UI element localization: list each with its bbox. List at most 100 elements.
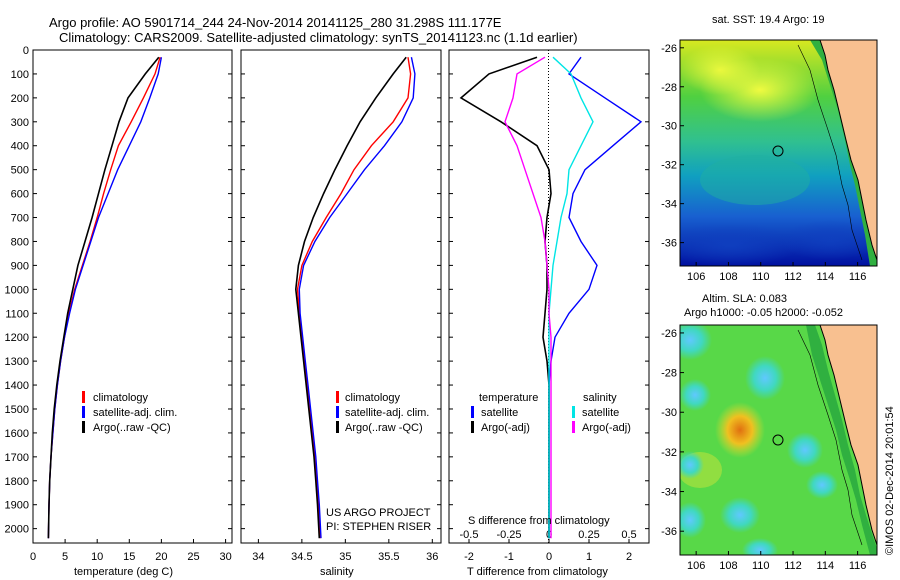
temperature-xlabel: temperature (deg C) — [74, 566, 173, 578]
sla-coastal-strip — [806, 325, 877, 555]
difference-panel: -2 -1 0 1 2-0.5 -0.25 0 0.25 0.5 temperature sal… — [448, 49, 650, 578]
s-tick-label: 0.5 — [621, 529, 636, 541]
x-tick-label: 0 — [30, 551, 36, 563]
x-tick-label: 35.5 — [378, 551, 399, 563]
map-x-tick-label: 110 — [752, 560, 770, 572]
legend-label-satellite: satellite-adj. clim. — [93, 407, 177, 419]
y-tick-label: 1900 — [5, 500, 29, 512]
map-x-tick-label: 114 — [817, 560, 835, 572]
coastline — [819, 325, 877, 546]
x-tick-label: 36 — [426, 551, 438, 563]
y-tick-label: 1400 — [5, 380, 29, 392]
map-y-tick-label: -30 — [661, 407, 677, 419]
legend-label-s-argo: Argo(-adj) — [582, 422, 631, 434]
map-y-tick-label: -34 — [661, 487, 677, 499]
legend-label-t-argo: Argo(-adj) — [481, 422, 530, 434]
x-tick-label: 35 — [339, 551, 351, 563]
y-tick-label: 700 — [11, 213, 29, 225]
y-tick-label: 1600 — [5, 428, 29, 440]
map-x-tick-label: 108 — [719, 560, 737, 572]
y-tick-label: 600 — [11, 189, 29, 201]
x-tick-label: -1 — [504, 551, 514, 563]
map-y-tick-label: -28 — [661, 82, 677, 94]
legend-label-t-satellite: satellite — [481, 407, 518, 419]
legend-swatch-s-argo — [572, 421, 575, 433]
difference-legend: temperature salinity satellite Argo(-adj… — [471, 392, 631, 434]
x-tick-label: 25 — [187, 551, 199, 563]
map-y-tick-label: -36 — [661, 238, 677, 250]
legend-swatch-climatology — [82, 391, 85, 403]
sst-field — [680, 40, 877, 266]
y-tick-label: 1300 — [5, 356, 29, 368]
figure-title-line2: Climatology: CARS2009. Satellite-adjuste… — [59, 30, 578, 45]
y-tick-label: 500 — [11, 165, 29, 177]
legend-label-s-satellite: satellite — [582, 407, 619, 419]
y-tick-label: 1500 — [5, 404, 29, 416]
pi-annotation: PI: STEPHEN RISER — [326, 521, 431, 533]
s-tick-label: -0.25 — [496, 529, 521, 541]
y-tick-label: 0 — [23, 45, 29, 57]
s-tick-label: -0.5 — [460, 529, 479, 541]
map-x-tick-label: 108 — [719, 271, 737, 283]
sla-map-panel: Altim. SLA: 0.083 Argo h1000: -0.05 h200… — [661, 293, 878, 572]
legend-swatch-argo — [82, 421, 85, 433]
map-y-tick-label: -26 — [661, 43, 677, 55]
x-tick-label: 34 — [252, 551, 264, 563]
y-tick-label: 2000 — [5, 524, 29, 536]
series-line-salinity-satellite — [548, 56, 594, 539]
y-tick-label: 400 — [11, 141, 29, 153]
x-tick-label: 10 — [91, 551, 103, 563]
map-x-tick-label: 106 — [687, 560, 705, 572]
argo-position-marker — [772, 145, 784, 157]
map-y-tick-label: -26 — [661, 328, 677, 340]
map-y-tick-label: -30 — [661, 121, 677, 133]
legend-label-argo: Argo(..raw -QC) — [345, 422, 423, 434]
series-line-salinity-argo-adj- — [504, 56, 552, 539]
sst-map-title: sat. SST: 19.4 Argo: 19 — [712, 14, 825, 26]
series-line-argo-raw-qc- — [294, 56, 407, 539]
x-tick-label: 1 — [586, 551, 592, 563]
legend-label-argo: Argo(..raw -QC) — [93, 422, 171, 434]
legend-swatch-t-satellite — [471, 406, 474, 418]
map-x-tick-label: 116 — [849, 560, 867, 572]
coastline — [819, 40, 877, 261]
x-tick-label: -2 — [464, 551, 474, 563]
legend-swatch-t-argo — [471, 421, 474, 433]
x-tick-label: 34.5 — [291, 551, 312, 563]
legend-swatch-climatology — [336, 391, 339, 403]
x-tick-label: 20 — [155, 551, 167, 563]
y-tick-label: 1000 — [5, 284, 29, 296]
imos-timestamp: ©IMOS 02-Dec-2014 20:01:54 — [884, 406, 896, 555]
sst-map-panel: sat. SST: 19.4 Argo: 19 106 108 110 112 114 1… — [661, 14, 878, 283]
x-tick-label: 0 — [546, 551, 552, 563]
isobath-line — [797, 329, 863, 546]
y-tick-label: 800 — [11, 236, 29, 248]
sla-map-frame — [679, 324, 878, 556]
map-y-tick-label: -28 — [661, 368, 677, 380]
map-y-tick-label: -36 — [661, 526, 677, 538]
t-difference-xlabel: T difference from climatology — [467, 566, 608, 578]
y-tick-label: 1800 — [5, 476, 29, 488]
y-tick-label: 300 — [11, 117, 29, 129]
series-line-argo-raw-qc- — [47, 56, 160, 539]
x-tick-label: 5 — [62, 551, 68, 563]
y-tick-label: 1200 — [5, 332, 29, 344]
legend-label-climatology: climatology — [93, 392, 149, 404]
map-x-tick-label: 114 — [817, 271, 835, 283]
temperature-panel: 0 5 10 15 20 25 30 0 100 200 300 400 500 600 700 800 90… — [5, 45, 233, 578]
y-tick-label: 1100 — [5, 308, 29, 320]
legend-swatch-satellite — [82, 406, 85, 418]
series-line-satellite-adj-clim- — [298, 57, 416, 539]
series-line-climatology — [296, 57, 412, 539]
map-y-tick-label: -32 — [661, 160, 677, 172]
s-difference-xlabel: S difference from climatology — [468, 515, 610, 527]
project-annotation: US ARGO PROJECT — [326, 507, 431, 519]
salinity-axes — [240, 49, 442, 544]
x-tick-label: 2 — [626, 551, 632, 563]
figure-title-line1: Argo profile: AO 5901714_244 24-Nov-2014… — [49, 15, 502, 30]
map-x-tick-label: 116 — [849, 271, 867, 283]
argo-position-marker — [772, 434, 784, 446]
sla-map-title-line2: Argo h1000: -0.05 h2000: -0.052 — [684, 307, 843, 319]
sst-map-frame — [679, 39, 878, 267]
